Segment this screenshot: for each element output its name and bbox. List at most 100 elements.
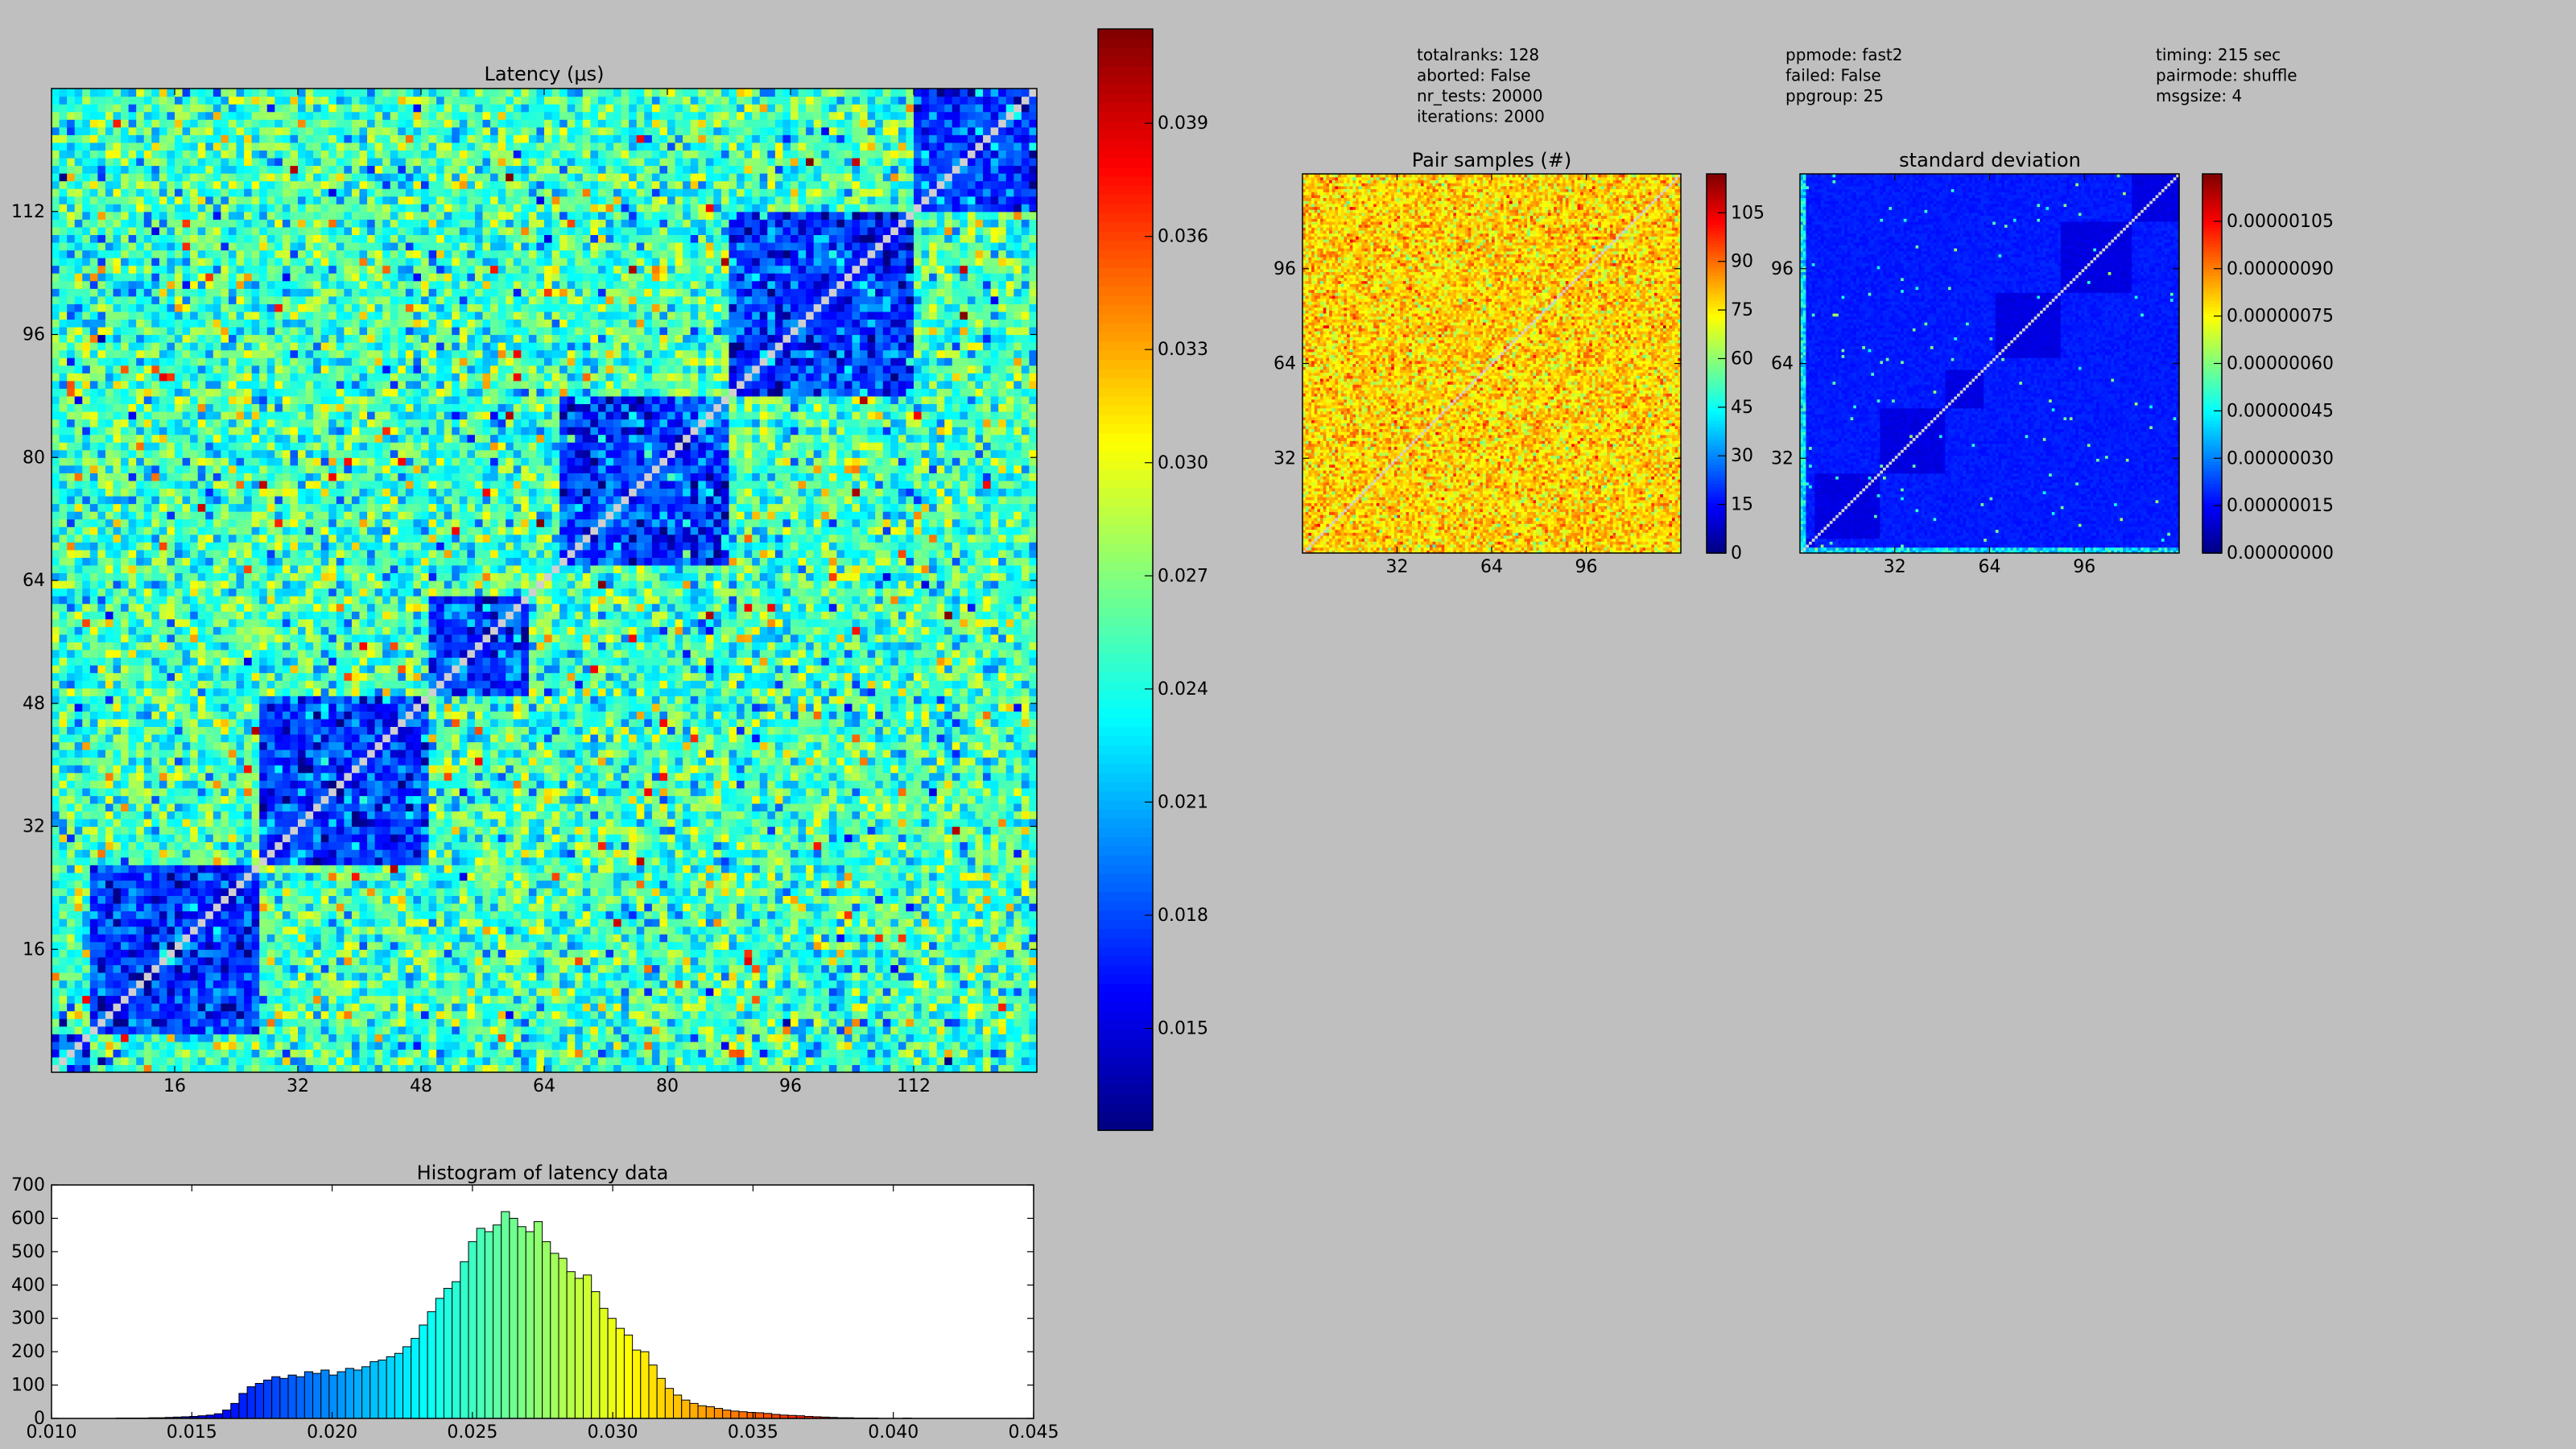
heatmap-cell [436,1011,444,1019]
heatmap-cell [375,1018,383,1026]
heatmap-cell [167,988,175,996]
heatmap-cell [875,972,883,980]
heatmap-cell [490,1034,498,1042]
heatmap-cell [868,849,876,857]
heatmap-cell [683,964,691,972]
heatmap-cell [290,880,298,888]
heatmap-cell [183,903,191,911]
heatmap-cell [691,972,699,980]
heatmap-cell [105,1042,114,1050]
heatmap-cell [814,834,822,842]
heatmap-cell [875,827,883,835]
heatmap-cell [791,988,799,996]
heatmap-cell [583,972,591,980]
heatmap-cell [460,903,468,911]
heatmap-cell [752,996,760,1004]
heatmap-cell [844,1057,852,1065]
heatmap-cell [667,1011,675,1019]
heatmap-cell [114,911,122,919]
heatmap-cell [413,842,421,850]
heatmap-cell [198,957,206,965]
heatmap-cell [229,857,237,865]
heatmap-cell [190,972,198,980]
heatmap-cell [352,895,360,903]
heatmap-cell [968,996,976,1004]
heatmap-cell [398,873,406,881]
heatmap-cell [406,857,414,865]
heatmap-cell [259,919,267,927]
heatmap-cell [644,1049,652,1057]
heatmap-cell [814,919,822,927]
heatmap-cell [852,980,861,988]
heatmap-cell [114,903,122,911]
heatmap-cell [382,980,390,988]
heatmap-cell [244,873,252,881]
heatmap-cell [82,927,90,935]
heatmap-cell [829,903,837,911]
heatmap-cell [752,842,760,850]
heatmap-cell [151,911,159,919]
heatmap-cell [890,996,898,1004]
heatmap-cell [367,895,375,903]
heatmap-cell [275,888,283,896]
heatmap-cell [998,865,1006,873]
heatmap-cell [229,919,237,927]
heatmap-cell [937,1057,945,1065]
heatmap-cell [321,1011,329,1019]
heatmap-cell [521,996,529,1004]
heatmap-cell [675,849,683,857]
heatmap-cell [922,1042,930,1050]
heatmap-cell [444,964,452,972]
heatmap-cell [544,880,552,888]
heatmap-cell [906,1042,914,1050]
heatmap-cell [944,903,952,911]
heatmap-cell [775,1064,783,1072]
heatmap-cell [922,972,930,980]
heatmap-cell [698,834,706,842]
heatmap-cell [205,1042,213,1050]
heatmap-cell [490,949,498,957]
heatmap-cell [806,1042,814,1050]
heatmap-cell [767,1003,775,1011]
heatmap-cell [229,927,237,935]
heatmap-cell [321,988,329,996]
heatmap-cell [237,980,245,988]
heatmap-cell [898,903,906,911]
heatmap-cell [460,1034,468,1042]
heatmap-cell [159,880,167,888]
heatmap-cell [259,1034,267,1042]
heatmap-cell [105,919,114,927]
heatmap-cell [898,1011,906,1019]
heatmap-cell [97,895,105,903]
heatmap-cell [205,873,213,881]
heatmap-cell [852,942,861,950]
heatmap-cell [97,1018,105,1026]
heatmap-cell [183,888,191,896]
heatmap-cell [267,972,275,980]
heatmap-cell [390,849,398,857]
heatmap-cell [183,857,191,865]
heatmap-cell [205,1026,213,1034]
heatmap-cell [659,873,667,881]
heatmap-cell [767,927,775,935]
heatmap-cell [775,849,783,857]
heatmap-cell [844,1034,852,1042]
heatmap-cell [745,834,753,842]
heatmap-cell [367,1042,375,1050]
heatmap-cell [544,911,552,919]
heatmap-cell [382,942,390,950]
heatmap-cell [875,934,883,942]
heatmap-cell [413,873,421,881]
heatmap-cell [114,957,122,965]
heatmap-cell [344,988,352,996]
heatmap-cell [1029,919,1037,927]
heatmap-cell [514,1018,522,1026]
heatmap-cell [621,849,630,857]
heatmap-cell [121,857,129,865]
heatmap-cell [983,949,991,957]
heatmap-cell [836,857,844,865]
heatmap-cell [114,1064,122,1072]
heatmap-cell [198,880,206,888]
heatmap-cell [167,827,175,835]
heatmap-cell [429,988,437,996]
